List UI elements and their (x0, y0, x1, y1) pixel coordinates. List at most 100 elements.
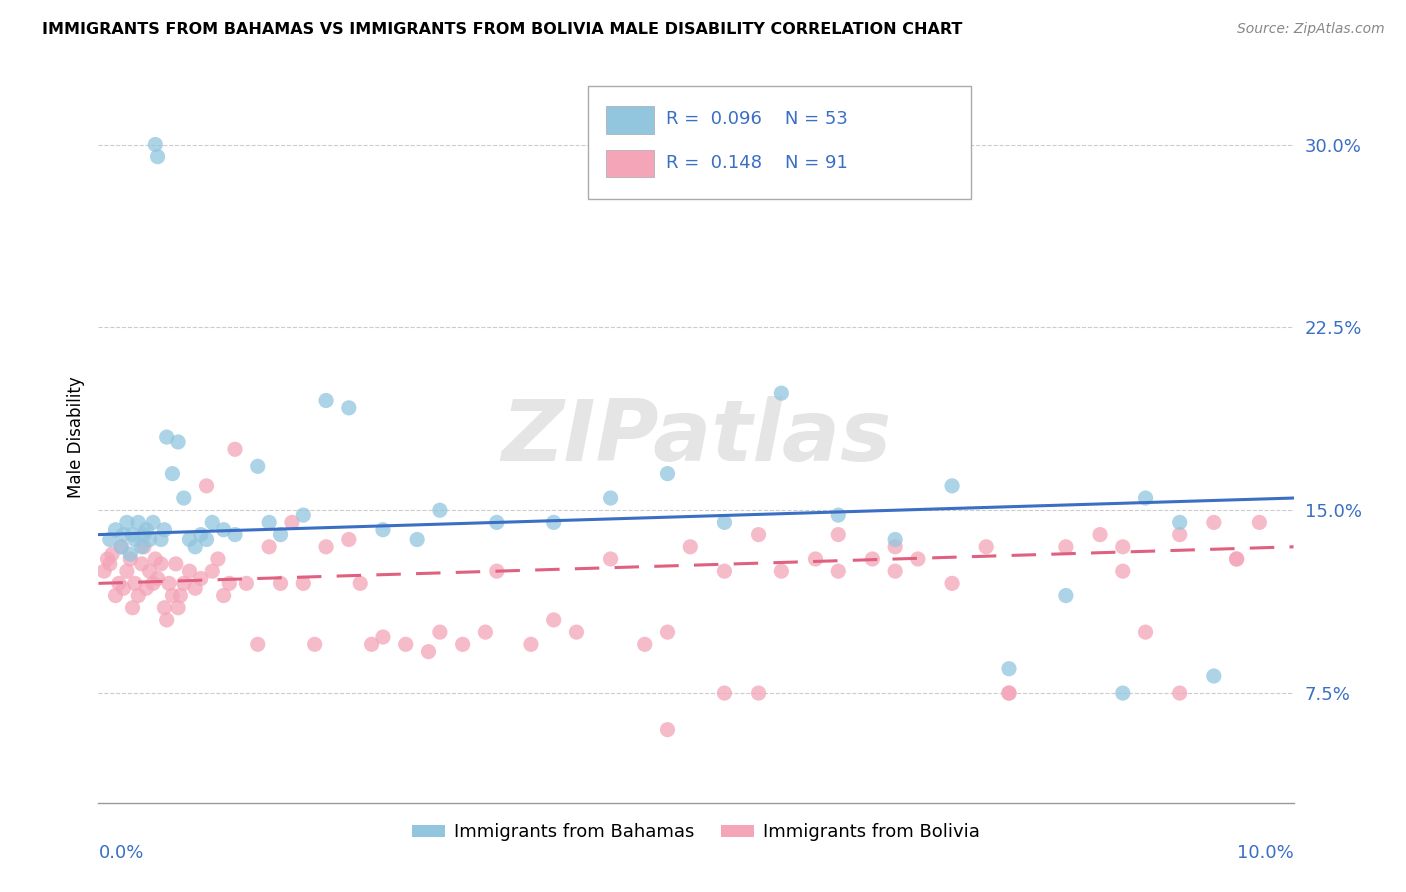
Point (173, 576, 195, 591)
Point (121, 600, 143, 615)
Point (121, 527, 143, 541)
Point (907, 552, 929, 566)
Point (998, 686, 1021, 700)
Point (195, 479, 218, 493)
Point (770, 386, 793, 401)
Point (184, 581, 207, 595)
Point (1202, 516, 1225, 530)
Point (195, 533, 218, 547)
Point (418, 645, 440, 659)
Point (207, 552, 229, 566)
Point (543, 516, 565, 530)
Point (884, 564, 907, 578)
Point (257, 540, 280, 554)
Point (1226, 552, 1249, 566)
Point (156, 613, 179, 627)
Text: 0.0%: 0.0% (98, 845, 143, 863)
Point (1054, 540, 1077, 554)
FancyBboxPatch shape (606, 106, 654, 134)
Point (212, 523, 235, 537)
Point (315, 393, 337, 408)
Point (304, 637, 326, 651)
Point (1202, 669, 1225, 683)
Point (190, 527, 212, 541)
Point (292, 508, 315, 522)
Point (748, 686, 770, 700)
Point (713, 564, 735, 578)
Point (1088, 527, 1111, 541)
Point (112, 527, 135, 541)
Point (657, 625, 679, 640)
Point (884, 540, 907, 554)
Point (1135, 491, 1157, 505)
Point (827, 508, 849, 522)
Text: 10.0%: 10.0% (1237, 845, 1294, 863)
Point (543, 613, 565, 627)
Point (748, 527, 770, 541)
Point (108, 576, 131, 591)
Point (146, 150, 169, 164)
Point (804, 552, 827, 566)
Point (127, 589, 149, 603)
Text: ZIPatlas: ZIPatlas (501, 395, 891, 479)
Point (115, 516, 138, 530)
Point (246, 637, 269, 651)
Point (142, 516, 165, 530)
Point (941, 576, 963, 591)
Point (371, 630, 394, 644)
Point (1226, 552, 1249, 566)
Point (565, 625, 588, 640)
FancyBboxPatch shape (589, 86, 972, 200)
Point (135, 523, 157, 537)
Point (224, 527, 246, 541)
Point (132, 527, 155, 541)
Point (132, 540, 155, 554)
Point (167, 434, 190, 449)
Point (127, 516, 149, 530)
Point (235, 576, 257, 591)
Point (429, 625, 451, 640)
Point (153, 600, 176, 615)
Point (131, 557, 153, 571)
Point (142, 576, 165, 591)
Point (270, 527, 292, 541)
Point (124, 533, 146, 547)
Point (713, 516, 735, 530)
Point (167, 600, 190, 615)
Point (201, 516, 224, 530)
Point (974, 540, 997, 554)
Point (173, 491, 195, 505)
Point (485, 516, 508, 530)
Point (599, 491, 621, 505)
Point (713, 686, 735, 700)
Point (860, 552, 883, 566)
Point (162, 467, 184, 481)
Point (120, 552, 142, 566)
Point (218, 576, 240, 591)
Point (165, 557, 187, 571)
Point (429, 503, 451, 517)
Point (212, 589, 235, 603)
Point (337, 533, 360, 547)
Point (1112, 564, 1135, 578)
Point (634, 637, 657, 651)
Point (1249, 516, 1271, 530)
Point (162, 589, 184, 603)
Point (201, 564, 224, 578)
Point (179, 564, 201, 578)
Point (1112, 540, 1135, 554)
Point (131, 540, 153, 554)
Point (292, 576, 315, 591)
Point (112, 581, 135, 595)
Point (281, 516, 304, 530)
Point (485, 564, 508, 578)
Point (884, 533, 907, 547)
Point (104, 523, 127, 537)
Point (143, 552, 166, 566)
Point (1168, 527, 1191, 541)
FancyBboxPatch shape (606, 150, 654, 178)
Point (270, 576, 292, 591)
Point (190, 572, 212, 586)
Point (101, 547, 124, 561)
Point (360, 637, 382, 651)
